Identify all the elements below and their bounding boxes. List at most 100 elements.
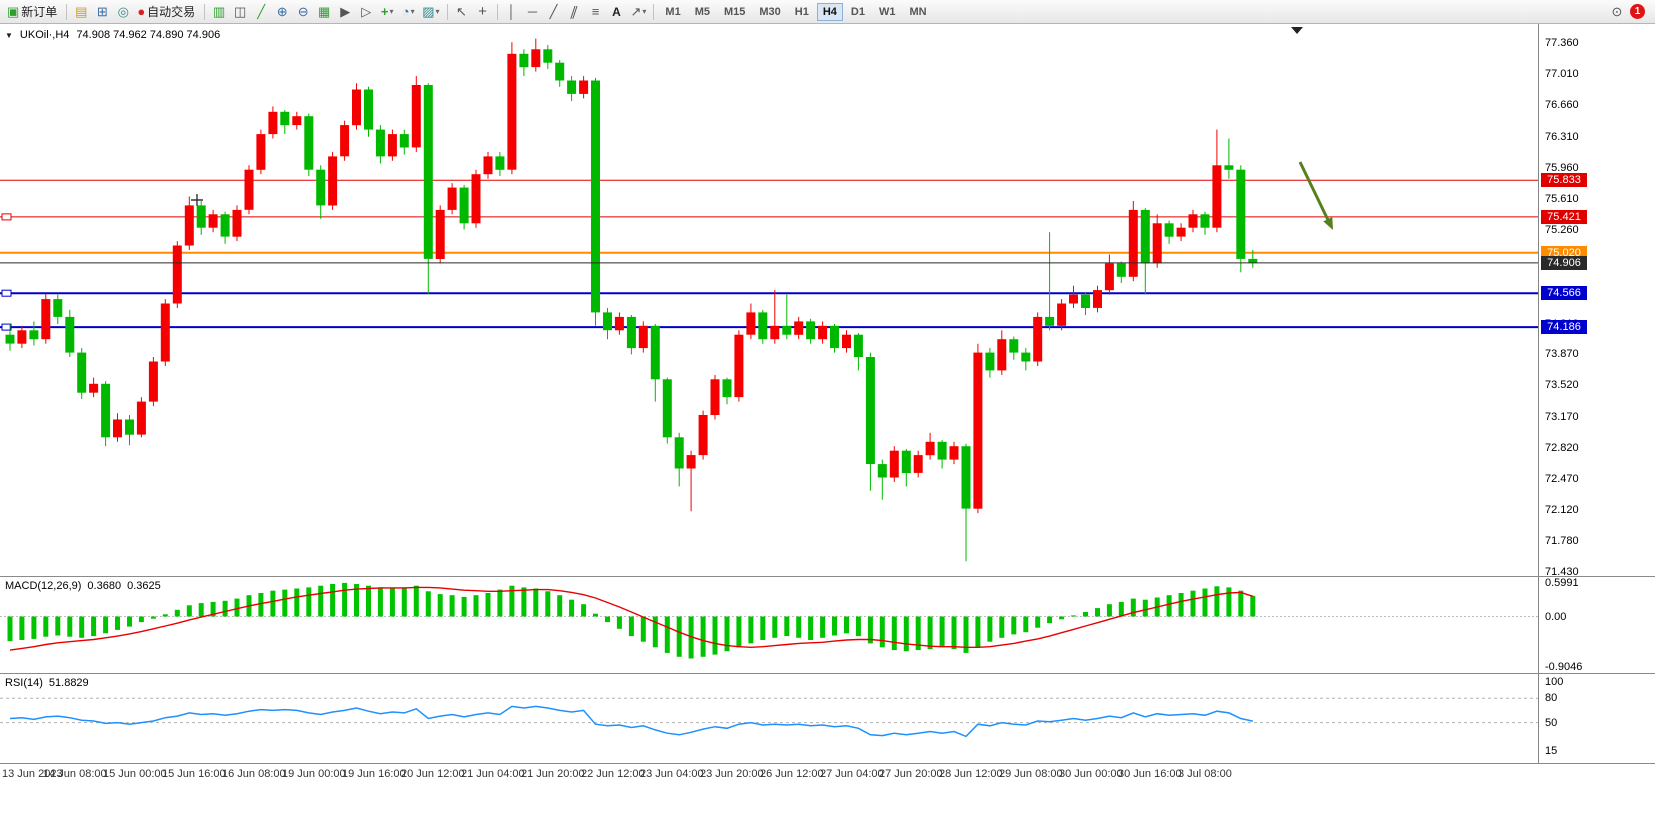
- auto-scroll-icon: ▶: [340, 4, 351, 19]
- price-axis-label: 76.660: [1545, 99, 1579, 111]
- time-axis-label: 27 Jun 20:00: [879, 768, 943, 780]
- periods-button[interactable]: ◔ ▾: [398, 2, 418, 22]
- time-axis-label: 22 Jun 12:00: [581, 768, 645, 780]
- panel-separator[interactable]: [0, 576, 1655, 577]
- toolbar: ▣ 新订单 ▤ ⊞ ◎ ● 自动交易 ▥ ◫ ╱ ⊕ ⊖ ▦ ▶ ▷ + ▾ ◔…: [0, 0, 1655, 24]
- chart-shift-button[interactable]: ▷: [356, 2, 376, 22]
- line-chart-icon: ╱: [257, 4, 266, 19]
- market-watch-button[interactable]: ▤: [71, 2, 91, 22]
- price-axis-label: 73.170: [1545, 411, 1579, 423]
- channel-tool-button[interactable]: ∥: [565, 2, 585, 22]
- time-axis: 13 Jun 2023 14 Jun 08:00 15 Jun 00:00 15 Ju…: [0, 764, 1655, 786]
- notification-badge[interactable]: 1: [1630, 4, 1645, 19]
- time-axis-label: 20 Jun 12:00: [401, 768, 465, 780]
- autotrading-button[interactable]: ● 自动交易: [134, 2, 200, 22]
- timeframe-d1-button[interactable]: D1: [845, 3, 871, 21]
- macd-axis-label: -0.9046: [1545, 661, 1583, 673]
- panel-separator[interactable]: [0, 673, 1655, 674]
- down-arrow-head[interactable]: [1323, 217, 1333, 230]
- level-handle[interactable]: [1, 289, 12, 297]
- line-chart-button[interactable]: ╱: [251, 2, 271, 22]
- chevron-down-icon: ▾: [389, 7, 394, 16]
- zoom-out-button[interactable]: ⊖: [293, 2, 313, 22]
- chevron-down-icon: ▾: [410, 7, 415, 16]
- chart-shift-icon: ▷: [361, 4, 372, 19]
- candlestick-chart-icon: ◫: [234, 4, 247, 19]
- crosshair-marker[interactable]: [191, 194, 203, 206]
- toolbar-separator: [66, 3, 68, 20]
- timeframe-h4-button[interactable]: H4: [816, 2, 843, 21]
- time-axis-label: 16 Jun 08:00: [222, 768, 286, 780]
- trendline-tool-button[interactable]: ╱: [544, 2, 564, 22]
- macd-main-value: 0.3680: [87, 580, 122, 592]
- down-arrow-object[interactable]: [1298, 161, 1330, 221]
- zoom-out-icon: ⊖: [297, 4, 309, 19]
- rsi-canvas[interactable]: [0, 674, 1538, 764]
- timeframe-m30-button[interactable]: M30: [753, 3, 786, 21]
- navigator-button[interactable]: ◎: [113, 2, 133, 22]
- timeframe-w1-button[interactable]: W1: [873, 3, 902, 21]
- rsi-axis-label: 50: [1545, 717, 1558, 729]
- cursor-icon: ↖: [456, 4, 467, 19]
- search-button[interactable]: ⊙: [1607, 2, 1627, 22]
- macd-axis-label: 0.00: [1545, 611, 1567, 623]
- vertical-line-icon: │: [507, 4, 516, 19]
- text-tool-button[interactable]: A: [607, 2, 627, 22]
- time-axis-label: 26 Jun 12:00: [760, 768, 824, 780]
- timeframe-h1-button[interactable]: H1: [789, 3, 815, 21]
- horizontal-line-tool-button[interactable]: ─: [523, 2, 543, 22]
- level-price-badge: 74.566: [1541, 286, 1587, 300]
- data-window-icon: ⊞: [96, 4, 108, 19]
- timeframe-m1-button[interactable]: M1: [659, 3, 686, 21]
- arrows-tool-button[interactable]: ↗ ▾: [628, 2, 650, 22]
- timeframe-m15-button[interactable]: M15: [718, 3, 751, 21]
- data-window-button[interactable]: ⊞: [92, 2, 112, 22]
- level-handle[interactable]: [1, 323, 12, 331]
- new-order-icon: ▣: [7, 4, 20, 19]
- vertical-line-tool-button[interactable]: │: [502, 2, 522, 22]
- channel-icon: ∥: [568, 4, 581, 19]
- tile-windows-button[interactable]: ▦: [314, 2, 334, 22]
- indicators-button[interactable]: + ▾: [377, 2, 397, 22]
- new-order-button[interactable]: ▣ 新订单: [4, 2, 62, 22]
- fibonacci-tool-button[interactable]: ≡: [586, 2, 606, 22]
- level-handle[interactable]: [1, 213, 12, 221]
- candlestick-chart-button[interactable]: ◫: [230, 2, 250, 22]
- chevron-down-icon: ▾: [435, 7, 440, 16]
- templates-button[interactable]: ▨ ▾: [419, 2, 442, 22]
- price-axis-label: 73.870: [1545, 348, 1579, 360]
- time-axis-label: 30 Jun 00:00: [1059, 768, 1123, 780]
- price-axis-label: 72.820: [1545, 442, 1579, 454]
- price-axis-label: 71.780: [1545, 535, 1579, 547]
- bar-chart-button[interactable]: ▥: [209, 2, 229, 22]
- auto-scroll-button[interactable]: ▶: [335, 2, 355, 22]
- level-lines-layer[interactable]: [0, 179, 1538, 331]
- chart-canvas[interactable]: [0, 24, 1538, 576]
- price-axis-label: 75.260: [1545, 224, 1579, 236]
- autotrading-label: 自动交易: [147, 5, 196, 19]
- rsi-name: RSI(14): [5, 677, 43, 689]
- price-axis-label: 72.470: [1545, 473, 1579, 485]
- rsi-axis: 100 80 50 15: [1538, 674, 1655, 763]
- cursor-tool-button[interactable]: ↖: [452, 2, 472, 22]
- zoom-in-icon: ⊕: [276, 4, 288, 19]
- toolbar-separator: [204, 3, 206, 20]
- zoom-in-button[interactable]: ⊕: [272, 2, 292, 22]
- price-axis-label: 77.010: [1545, 68, 1579, 80]
- timeframe-mn-button[interactable]: MN: [903, 3, 932, 21]
- rsi-axis-label: 100: [1545, 676, 1564, 688]
- macd-canvas[interactable]: [0, 577, 1538, 673]
- time-axis-label: 14 Jun 08:00: [43, 768, 107, 780]
- tile-windows-icon: ▦: [318, 4, 331, 19]
- crosshair-tool-button[interactable]: +: [473, 2, 493, 22]
- timeframe-m5-button[interactable]: M5: [689, 3, 716, 21]
- rsi-axis-label: 15: [1545, 745, 1558, 757]
- price-axis-label: 72.120: [1545, 504, 1579, 516]
- price-axis-label: 77.360: [1545, 37, 1579, 49]
- symbol-dropdown-icon[interactable]: ▼: [5, 30, 13, 40]
- chevron-down-icon: ▾: [642, 7, 647, 16]
- chart-shift-marker[interactable]: [1291, 27, 1303, 34]
- macd-histogram-layer: [7, 582, 1256, 659]
- market-watch-icon: ▤: [75, 4, 88, 19]
